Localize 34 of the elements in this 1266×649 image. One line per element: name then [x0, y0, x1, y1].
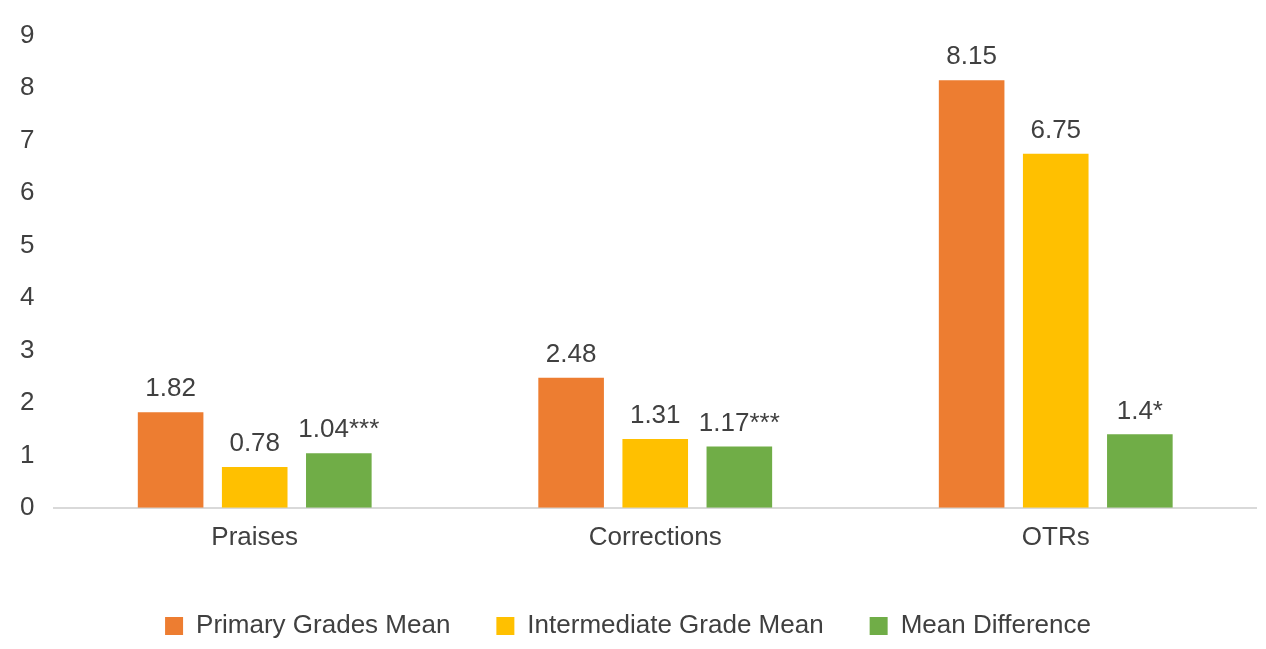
data-label: 2.48 — [545, 337, 597, 368]
bar — [1107, 434, 1173, 508]
x-tick-label: Corrections — [588, 520, 722, 551]
y-tick-label: 3 — [19, 333, 35, 364]
data-label: 0.78 — [229, 427, 281, 458]
y-tick-label: 1 — [19, 438, 35, 469]
y-tick-label: 9 — [19, 18, 35, 49]
data-label: 1.82 — [145, 372, 196, 403]
legend-label: Intermediate Grade Mean — [527, 609, 824, 640]
legend-label: Primary Grades Mean — [196, 609, 451, 640]
y-tick-label: 5 — [19, 228, 35, 259]
bar — [137, 412, 204, 508]
y-tick-label: 8 — [19, 71, 35, 102]
y-tick-label: 6 — [19, 176, 35, 207]
data-label: 1.17*** — [698, 406, 780, 437]
data-label: 8.15 — [946, 40, 997, 71]
bar — [221, 466, 288, 508]
y-tick-label: 7 — [19, 123, 35, 154]
x-tick-label: Praises — [211, 520, 299, 551]
bar — [622, 439, 689, 508]
y-tick-label: 2 — [19, 386, 35, 417]
data-label: 6.75 — [1030, 113, 1082, 144]
bar — [1022, 153, 1089, 508]
x-tick-label: OTRs — [1021, 520, 1090, 551]
legend-label: Mean Difference — [900, 609, 1091, 640]
data-label: 1.31 — [629, 399, 681, 430]
bar — [706, 446, 773, 508]
data-label: 1.04*** — [298, 413, 380, 444]
bar — [938, 80, 1005, 508]
bar — [306, 453, 372, 508]
y-tick-label: 4 — [19, 281, 35, 312]
y-tick-label: 0 — [19, 490, 35, 521]
data-label: 1.4* — [1116, 394, 1163, 425]
bar — [538, 377, 604, 508]
